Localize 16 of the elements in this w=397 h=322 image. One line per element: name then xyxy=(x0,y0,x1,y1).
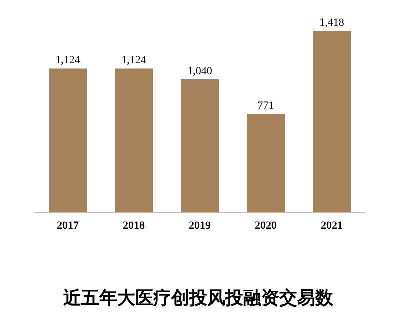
data-label: 1,418 xyxy=(320,17,345,29)
data-label: 1,124 xyxy=(56,54,81,67)
data-label: 771 xyxy=(258,100,274,112)
x-tick-label: 2017 xyxy=(57,220,80,232)
text: 近五年大医疗创投风投融资交易数 xyxy=(62,287,334,310)
x-tick-label: 2018 xyxy=(123,220,146,232)
bar xyxy=(247,114,285,213)
bar xyxy=(115,68,153,213)
x-tick-label: 2019 xyxy=(189,220,212,232)
data-label: 1,124 xyxy=(122,54,147,67)
bar xyxy=(181,80,219,213)
data-label: 1,040 xyxy=(188,66,213,78)
bar xyxy=(49,68,87,213)
x-tick-label: 2020 xyxy=(255,220,278,232)
x-tick-label: 2021 xyxy=(321,220,343,232)
bar xyxy=(313,31,351,213)
